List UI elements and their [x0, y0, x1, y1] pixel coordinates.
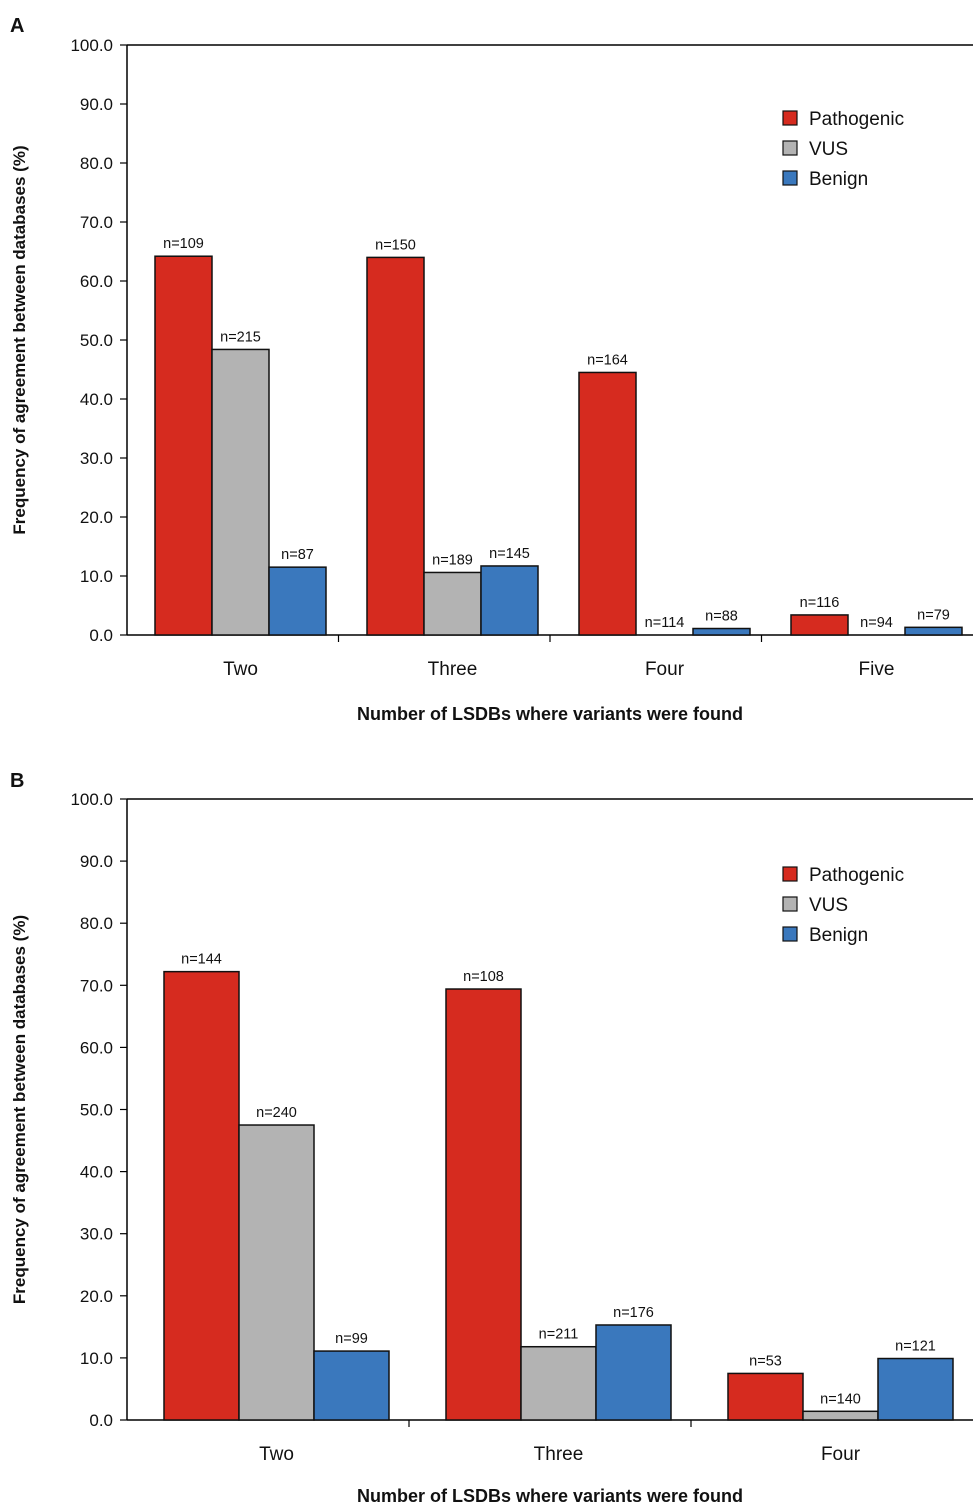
data-label: n=140: [820, 1391, 861, 1407]
bar-vus: [238, 1124, 315, 1421]
bar-pathogenic: [445, 988, 522, 1421]
data-label: n=215: [220, 329, 261, 345]
data-label: n=164: [587, 352, 628, 368]
legend-label: VUS: [809, 139, 848, 160]
x-axis-label: Number of LSDBs where variants were foun…: [357, 1486, 743, 1505]
bar-benign: [268, 566, 327, 636]
y-tick-label: 40.0: [80, 390, 113, 409]
y-tick-label: 100.0: [70, 790, 113, 809]
y-axis-label: Frequency of agreement between databases…: [10, 145, 29, 534]
legend-label: Benign: [809, 169, 868, 190]
y-tick-label: 20.0: [80, 1287, 113, 1306]
data-label: n=116: [800, 595, 840, 611]
legend-swatch-pathogenic: [782, 110, 798, 126]
bar-vus: [211, 348, 270, 636]
bar-benign: [877, 1357, 954, 1421]
legend-swatch-vus: [782, 896, 798, 912]
data-label: n=109: [163, 236, 204, 252]
bar-pathogenic: [163, 970, 240, 1421]
y-tick-label: 40.0: [80, 1163, 113, 1182]
y-tick-label: 90.0: [80, 852, 113, 871]
bar-benign: [313, 1350, 390, 1421]
data-label: n=94: [860, 615, 893, 631]
data-label: n=189: [432, 552, 473, 568]
legend-label: Pathogenic: [809, 865, 904, 886]
data-label: n=79: [917, 607, 950, 623]
y-tick-label: 60.0: [80, 1038, 113, 1057]
bar-benign: [904, 626, 963, 636]
y-tick-label: 10.0: [80, 567, 113, 586]
legend-swatch-vus: [782, 140, 798, 156]
legend-swatch-benign: [782, 926, 798, 942]
y-tick-label: 0.0: [89, 626, 113, 645]
y-tick-label: 50.0: [80, 331, 113, 350]
y-tick-label: 30.0: [80, 1225, 113, 1244]
panel-b-chart: B 0.0 10.0 20.0 30.0 40.0 50.0 60.0 70.0 80.0 90.…: [10, 770, 973, 1505]
y-tick-label: 20.0: [80, 508, 113, 527]
data-label: n=99: [335, 1331, 368, 1347]
y-tick-label: 70.0: [80, 213, 113, 232]
y-tick-label: 50.0: [80, 1101, 113, 1120]
category-label: Two: [223, 659, 258, 680]
data-label: n=108: [463, 969, 504, 985]
bar-benign: [480, 565, 539, 636]
bar-pathogenic: [578, 371, 637, 636]
panel-a-chart: A 0.0 10.0 20.0 30.0 40.0 50.0 60.0 70.0 80.0 90.…: [10, 15, 973, 724]
panel-b-letter: B: [10, 770, 24, 792]
bar-pathogenic: [790, 614, 849, 636]
x-axis-label: Number of LSDBs where variants were foun…: [357, 704, 743, 724]
category-label: Three: [534, 1444, 584, 1465]
category-label: Four: [821, 1444, 861, 1465]
bar-vus: [520, 1345, 597, 1421]
data-label: n=87: [281, 547, 314, 563]
y-tick-label: 80.0: [80, 154, 113, 173]
y-tick-label: 30.0: [80, 449, 113, 468]
bar-pathogenic: [727, 1372, 804, 1421]
bar-benign: [595, 1324, 672, 1421]
y-tick-label: 80.0: [80, 914, 113, 933]
legend-label: Benign: [809, 925, 868, 946]
y-tick-label: 0.0: [89, 1411, 113, 1430]
data-label: n=114: [645, 615, 685, 631]
panel-a-letter: A: [10, 15, 24, 37]
category-label: Five: [859, 659, 895, 680]
y-tick-label: 90.0: [80, 95, 113, 114]
y-tick-label: 60.0: [80, 272, 113, 291]
bar-pathogenic: [154, 255, 213, 636]
bar-benign: [692, 627, 751, 636]
legend-swatch-benign: [782, 170, 798, 186]
bar-vus: [423, 571, 482, 636]
category-label: Four: [645, 659, 685, 680]
bar-vus: [802, 1410, 879, 1421]
data-label: n=145: [489, 546, 530, 562]
legend-swatch-pathogenic: [782, 866, 798, 882]
y-tick-label: 70.0: [80, 976, 113, 995]
data-label: n=211: [539, 1327, 579, 1343]
legend-label: VUS: [809, 895, 848, 916]
data-label: n=150: [375, 237, 416, 253]
data-label: n=176: [613, 1305, 654, 1321]
legend-label: Pathogenic: [809, 109, 904, 130]
data-label: n=53: [749, 1353, 782, 1369]
data-label: n=240: [256, 1105, 297, 1121]
y-axis-label: Frequency of agreement between databases…: [10, 915, 29, 1304]
y-tick-label: 10.0: [80, 1349, 113, 1368]
bar-pathogenic: [366, 256, 425, 636]
data-label: n=144: [181, 952, 222, 968]
category-label: Two: [259, 1444, 294, 1465]
category-label: Three: [428, 659, 478, 680]
data-label: n=88: [705, 609, 738, 625]
y-tick-label: 100.0: [70, 36, 113, 55]
data-label: n=121: [895, 1339, 936, 1355]
